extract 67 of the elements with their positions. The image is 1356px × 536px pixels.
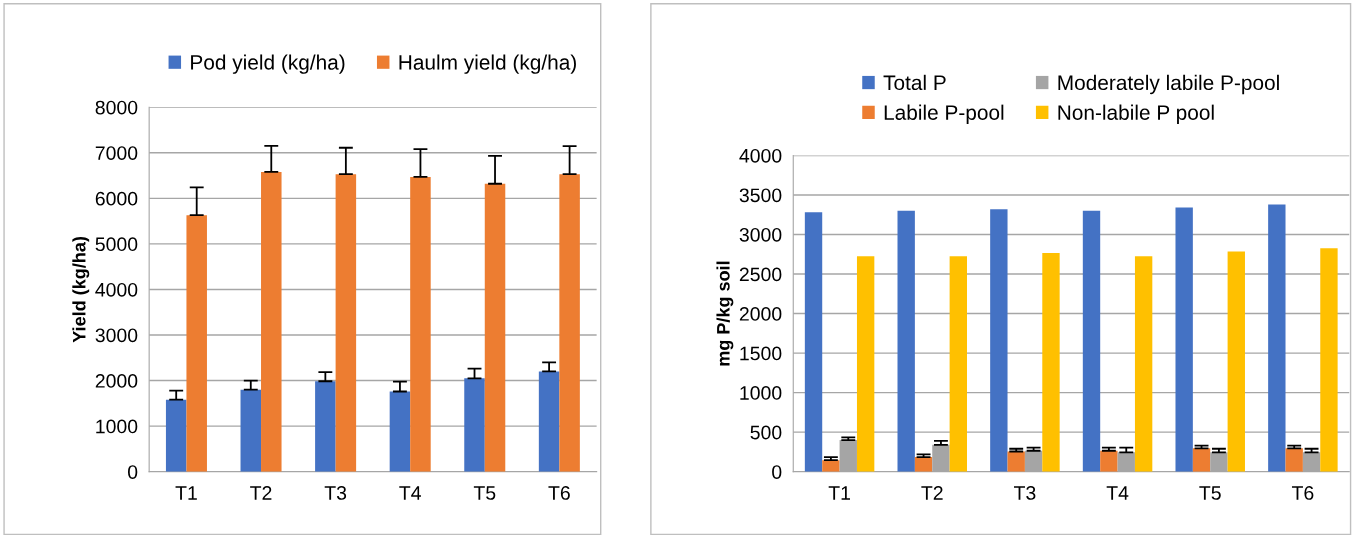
bar (1100, 450, 1118, 472)
y-tick-label: 0 (128, 465, 138, 479)
y-tick-label: 0 (772, 465, 782, 479)
bar (990, 209, 1008, 472)
x-tick-label: T5 (1199, 486, 1221, 500)
y-tick-label: 4000 (95, 282, 138, 297)
bar (1227, 251, 1245, 472)
y-tick-label: 500 (750, 425, 782, 440)
bar (261, 171, 282, 472)
x-tick-label: T1 (828, 486, 850, 500)
x-tick-label: T5 (473, 486, 496, 500)
bar (484, 183, 506, 472)
x-tick-label: T3 (1014, 486, 1036, 500)
legend-label: Non-labile P pool (1058, 104, 1214, 125)
y-tick-label: 1500 (740, 346, 782, 361)
legend-label: Haulm yield (kg/ha) (399, 54, 576, 74)
bar (932, 444, 950, 472)
y-tick-label: 3000 (739, 227, 782, 242)
bar (335, 174, 357, 472)
bar (186, 215, 207, 472)
bar (949, 256, 967, 472)
bar (165, 399, 187, 472)
bar (410, 176, 431, 472)
bar (839, 440, 857, 472)
bar (1134, 256, 1153, 472)
bar (804, 212, 823, 472)
y-tick-label: 4000 (739, 148, 782, 163)
bar (1042, 253, 1060, 472)
legend-label: Labile P-pool (884, 104, 1004, 125)
bar (1268, 204, 1286, 472)
y-tick-label: 1000 (96, 419, 138, 434)
bar (1082, 210, 1101, 472)
x-tick-label: T2 (250, 486, 272, 500)
bar (1320, 248, 1338, 472)
y-tick-label: 3500 (739, 188, 782, 203)
bar (897, 210, 915, 472)
y-tick-label: 2000 (739, 307, 782, 321)
y-tick-label: 1000 (740, 386, 782, 400)
legend-label: Total P (883, 74, 946, 91)
x-tick-label: T6 (548, 486, 570, 500)
bar (315, 381, 336, 472)
bar (559, 174, 580, 472)
y-tick-label: 7000 (95, 146, 138, 160)
bar (822, 460, 840, 472)
x-tick-label: T4 (1106, 486, 1129, 500)
x-tick-label: T4 (399, 486, 421, 500)
bar (464, 378, 485, 472)
bar (240, 389, 262, 472)
y-axis-title: mg P/kg soil (716, 261, 734, 366)
y-tick-label: 6000 (95, 191, 138, 206)
x-tick-label: T2 (921, 486, 943, 500)
bar (538, 371, 560, 472)
x-tick-label: T6 (1291, 486, 1314, 500)
y-tick-label: 8000 (95, 100, 138, 115)
y-tick-label: 2000 (95, 374, 138, 388)
bar (389, 391, 411, 472)
x-tick-label: T1 (175, 486, 197, 500)
legend-label: Moderately labile P-pool (1058, 74, 1279, 95)
bar (856, 256, 875, 472)
x-tick-label: T3 (324, 486, 347, 500)
y-tick-label: 5000 (95, 237, 138, 252)
bar (1117, 452, 1135, 472)
y-axis-title: Yield (kg/ha) (72, 237, 90, 343)
bar (1175, 207, 1193, 472)
y-tick-label: 3000 (95, 328, 138, 343)
y-tick-label: 2500 (739, 267, 782, 282)
legend-label: Pod yield (kg/ha) (191, 54, 345, 74)
